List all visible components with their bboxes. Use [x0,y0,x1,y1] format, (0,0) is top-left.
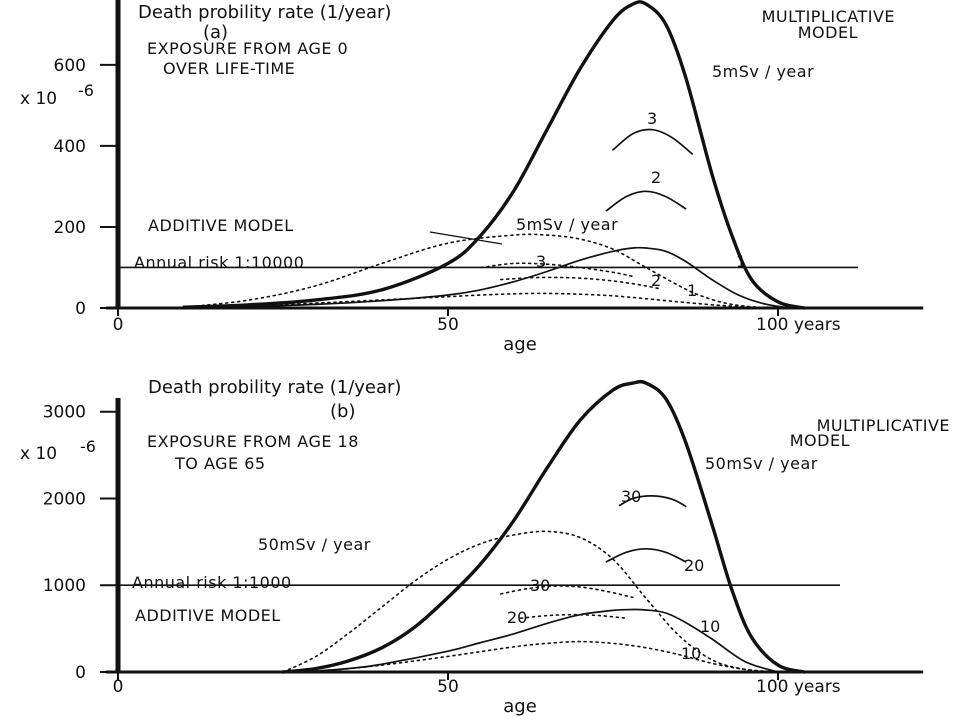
y-tick-label: 0 [75,299,86,319]
multiplicative-curve-total [182,0,807,310]
y-scale-multiplier: x 10 [20,89,57,109]
exposure-note: TO AGE 65 [174,454,266,473]
multiplicative-curve-label: 3 [647,109,657,128]
y-axis-title: Death probility rate (1/year) [148,377,401,398]
multiplicative-model-label: MODEL [798,23,858,42]
exposure-note: OVER LIFE-TIME [163,59,295,78]
x-tick-label: 0 [113,315,124,335]
y-scale-exponent: -6 [80,437,96,456]
multiplicative-curve-total [281,379,807,674]
additive-curve-total [183,233,779,309]
multiplicative-model-label: MODEL [790,431,850,450]
multiplicative-dose-label: 50mSv / year [705,454,818,473]
chart-panel-b: 0 1000 2000 3000 0 50 100 years Death probility… [20,377,950,717]
multiplicative-curve-20 [605,547,687,563]
y-tick-label: 0 [75,663,86,683]
x-axis-title: age [503,334,537,355]
additive-curve-total [282,530,779,673]
y-tick-label: 400 [54,137,86,157]
additive-model-label: ADDITIVE MODEL [135,606,281,625]
annual-risk-label: Annual risk 1:1000 [132,573,292,592]
x-tick-label: 50 [437,677,459,697]
additive-curve-30 [500,585,634,599]
y-tick-label: 600 [54,56,86,76]
additive-curve-label: 20 [507,608,527,627]
x-axis-title: age [503,696,537,717]
additive-leader-line [429,231,503,245]
exposure-note: EXPOSURE FROM AGE 0 [147,39,348,58]
annual-risk-label: Annual risk 1:10000 [134,253,304,272]
additive-curve-3 [480,262,634,278]
additive-dose-label: 5mSv / year [516,215,618,234]
additive-curve-label: 1 [687,281,697,300]
multiplicative-curve-1 [183,246,793,309]
multiplicative-model-label: MULTIPLICATIVE [762,7,895,26]
multiplicative-curve-label: 30 [621,487,641,506]
multiplicative-curve-label: 10 [700,617,720,636]
additive-curve-20 [519,613,627,619]
y-tick-label: 2000 [43,489,86,509]
y-scale-exponent: -6 [78,81,94,100]
multiplicative-curve-label: 1 [736,252,746,271]
multiplicative-curve-30 [618,495,687,508]
additive-curve-label: 2 [651,271,661,290]
x-tick-label: 50 [437,315,459,335]
multiplicative-curve-label: 20 [684,556,704,575]
multiplicative-curve-2 [605,190,687,212]
chart-panel-a: 0 200 400 600 0 50 100 years Death probility ra… [20,0,924,355]
x-tick-label: 100 years [756,315,841,335]
multiplicative-curve-3 [612,128,694,155]
multiplicative-curve-10 [301,608,779,673]
additive-curve-label: 3 [536,252,546,271]
additive-curve-label: 30 [530,576,550,595]
additive-dose-label: 50mSv / year [258,535,371,554]
additive-curve-label: 10 [681,644,701,663]
additive-model-label: ADDITIVE MODEL [148,216,294,235]
y-axis-title: Death probility rate (1/year) [138,2,391,23]
multiplicative-model-label: MULTIPLICATIVE [817,416,950,435]
x-tick-label: 100 years [756,677,841,697]
y-scale-multiplier: x 10 [20,444,57,464]
additive-curve-10 [315,640,779,673]
x-tick-label: 0 [113,677,124,697]
additive-curve-1 [183,292,779,309]
multiplicative-curve-label: 2 [651,168,661,187]
panel-label: (b) [330,401,355,422]
multiplicative-dose-label: 5mSv / year [712,62,814,81]
y-tick-label: 1000 [43,576,86,596]
y-tick-label: 3000 [43,403,86,423]
additive-curve-2 [500,276,660,290]
y-tick-label: 200 [54,218,86,238]
exposure-note: EXPOSURE FROM AGE 18 [147,432,359,451]
panel-label: (a) [203,22,228,43]
